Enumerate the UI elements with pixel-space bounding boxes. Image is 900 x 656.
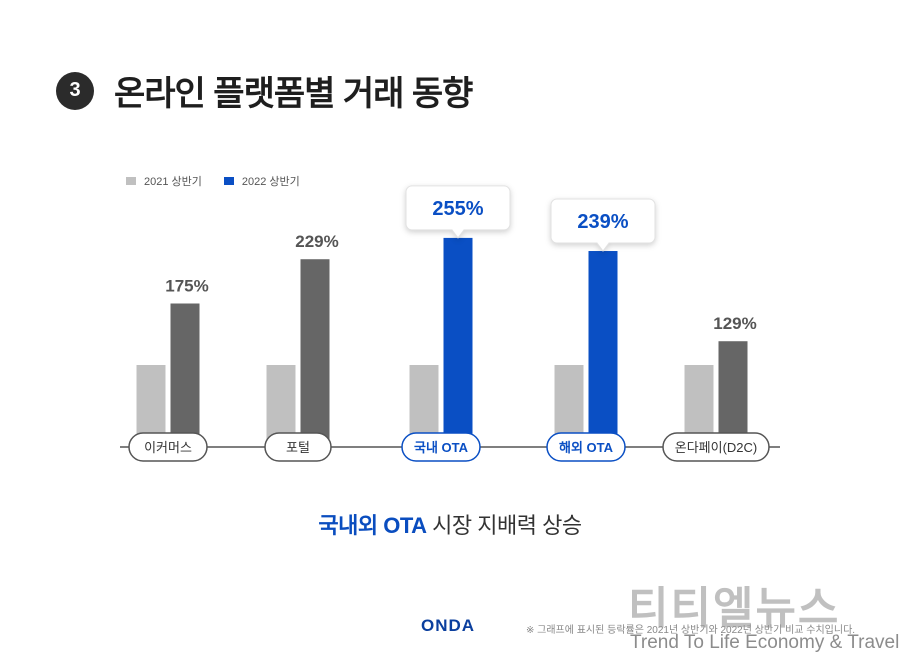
page-title: 온라인 플랫폼별 거래 동향 xyxy=(114,75,473,113)
bar-chart: 175% 이커머스 229% 포털 255% 국내 OTA 239% 해외 OTA 129% 온다… xyxy=(120,185,780,462)
watermark-english: Trend To Life Economy & Travel xyxy=(630,632,900,653)
category-pill-1 xyxy=(264,432,332,462)
data-label-4: 129% xyxy=(713,314,756,333)
chart-caption: 국내외 OTA 시장 지배력 상승 xyxy=(0,508,900,540)
category-pill-0 xyxy=(128,432,208,462)
data-label-3: 239% xyxy=(577,211,628,233)
onda-logo: ONDA xyxy=(421,616,476,635)
category-label-4: 온다페이(D2C) xyxy=(675,440,758,455)
bar-2022-0 xyxy=(170,303,200,447)
legend-item-2021: 2021 상반기 xyxy=(126,173,202,189)
bar-2022-3 xyxy=(588,251,618,447)
category-pill-4 xyxy=(662,432,770,462)
bar-2022-2 xyxy=(443,237,473,447)
category-pill-3 xyxy=(546,432,626,462)
footnote: ※ 그래프에 표시된 등락률은 2021년 상반기와 2022년 상반기 비교 … xyxy=(526,625,856,636)
data-label-1: 229% xyxy=(295,232,338,251)
data-callout-2 xyxy=(405,185,511,239)
caption-highlight: 국내외 OTA xyxy=(318,513,427,538)
watermark-korean: 티티엘뉴스 xyxy=(628,584,841,633)
category-label-1: 포털 xyxy=(286,440,310,455)
category-label-0: 이커머스 xyxy=(144,440,192,455)
section-number-badge: 3 xyxy=(56,71,94,110)
category-label-2: 국내 OTA xyxy=(414,440,469,455)
bar-2022-4 xyxy=(718,341,748,447)
legend-label-2022: 2022 상반기 xyxy=(241,176,300,188)
bar-2022-1 xyxy=(300,259,330,447)
chart-legend: 2021 상반기 2022 상반기 xyxy=(126,173,322,189)
caption-rest: 시장 지배력 상승 xyxy=(426,513,582,538)
header: 3 온라인 플랫폼별 거래 동향 xyxy=(56,66,473,115)
category-pill-2 xyxy=(401,432,481,462)
legend-swatch-2022 xyxy=(223,177,234,185)
category-label-3: 해외 OTA xyxy=(559,440,614,455)
data-label-0: 175% xyxy=(165,277,208,296)
data-label-2: 255% xyxy=(432,198,483,220)
legend-swatch-2021 xyxy=(126,177,136,185)
data-callout-3 xyxy=(550,198,656,252)
legend-item-2022: 2022 상반기 xyxy=(223,173,300,189)
legend-label-2021: 2021 상반기 xyxy=(144,176,202,188)
